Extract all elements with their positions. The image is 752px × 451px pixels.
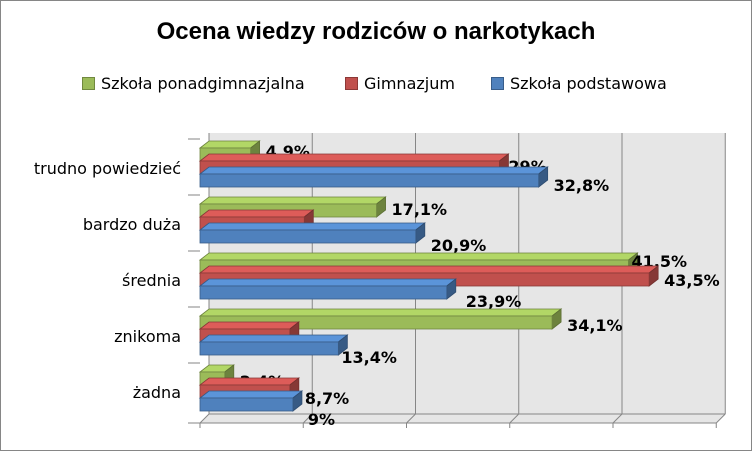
bar-top-face	[198, 390, 304, 399]
bar-top-face	[198, 209, 315, 218]
category-label: znikoma	[114, 327, 181, 346]
bar-top-face	[198, 377, 300, 386]
bar-top-face	[198, 334, 349, 343]
legend-label: Szkoła podstawowa	[510, 74, 667, 93]
data-label: 23,9%	[466, 292, 522, 311]
bar	[199, 285, 448, 300]
legend-swatch-red	[345, 77, 358, 90]
data-label: 8,7%	[305, 389, 349, 408]
legend-label: Gimnazjum	[364, 74, 455, 93]
data-label: 13,4%	[341, 348, 397, 367]
legend-item-series-2: Szkoła podstawowa	[491, 74, 667, 93]
category-label: żadna	[133, 383, 181, 402]
data-label: 17,1%	[392, 200, 448, 219]
legend-item-series-1: Gimnazjum	[345, 74, 455, 93]
data-label: 32,8%	[554, 176, 610, 195]
data-label: 43,5%	[664, 271, 720, 290]
gridline-floor	[302, 413, 313, 424]
axis-depth-line	[199, 413, 210, 424]
gridline-floor	[509, 413, 520, 424]
gridline-floor	[406, 413, 416, 424]
bar	[199, 397, 294, 412]
legend: Szkoła ponadgimnazjalna Gimnazjum Szkoła…	[0, 74, 752, 98]
data-label: 20,9%	[431, 236, 487, 255]
bar	[199, 229, 417, 244]
bar-top-face	[198, 222, 426, 231]
bar-top-face	[198, 140, 261, 149]
bar-top-face	[198, 196, 387, 205]
bar-top-face	[198, 321, 300, 330]
gridline-floor	[715, 413, 726, 424]
legend-swatch-green	[82, 77, 95, 90]
category-label: trudno powiedzieć	[34, 159, 181, 178]
bar	[199, 341, 339, 356]
legend-swatch-blue	[491, 77, 504, 90]
bar-top-face	[198, 166, 549, 175]
data-label: 34,1%	[567, 316, 623, 335]
legend-label: Szkoła ponadgimnazjalna	[101, 74, 305, 93]
bar-top-face	[198, 278, 457, 287]
category-label: średnia	[122, 271, 181, 290]
bar-top-face	[198, 308, 563, 317]
category-label: bardzo duża	[83, 215, 181, 234]
bar-top-face	[198, 153, 510, 162]
bar	[199, 173, 540, 188]
bar-top-face	[198, 252, 639, 261]
bar-top-face	[198, 265, 660, 274]
chart-title: Ocena wiedzy rodziców o narkotykach	[156, 18, 596, 45]
data-label: 9%	[308, 410, 335, 429]
legend-item-series-0: Szkoła ponadgimnazjalna	[82, 74, 305, 93]
gridline-floor	[612, 413, 623, 424]
